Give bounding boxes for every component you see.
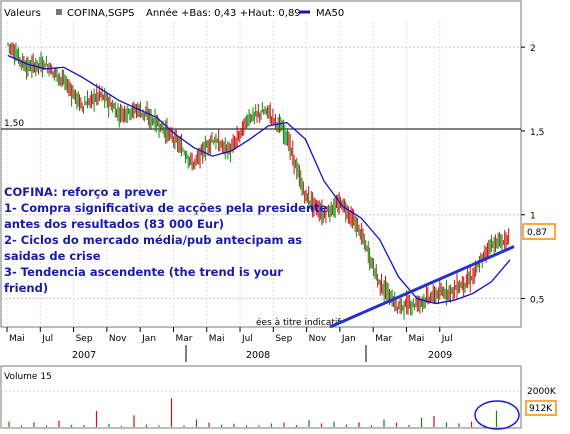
price-plot-frame: [0, 0, 522, 328]
month-tick-label: Mar: [175, 334, 192, 344]
year-axis: 2007 2008 2009: [72, 345, 452, 362]
last-price-box: [522, 223, 556, 240]
annotation-text: COFINA: reforço a prever 1- Compra signif…: [4, 185, 328, 295]
volume-plot-frame: [0, 365, 522, 429]
month-tick-label: Jan: [141, 334, 156, 344]
annotation-line: antes dos resultados (83 000 Eur): [4, 217, 224, 231]
month-tick-label: Sep: [275, 334, 292, 344]
reference-line-label: 1,50: [4, 119, 24, 129]
month-tick-label: Sep: [76, 334, 93, 344]
price-tick-label: 1: [530, 212, 536, 222]
volume-highlight-circle: [474, 400, 520, 430]
month-tick-label: Jan: [341, 334, 356, 344]
annotation-line: friend): [4, 281, 48, 295]
header-prefix: Valeurs: [4, 8, 41, 19]
delayed-data-note: ées à titre indicatif: [256, 317, 341, 328]
price-tick-label: 0,5: [530, 296, 544, 306]
annotation-line: saidas de crise: [4, 249, 101, 263]
trend-line: [329, 245, 515, 329]
month-tick-label: Mai: [209, 334, 225, 344]
year-label: 2009: [428, 350, 452, 361]
year-label: 2007: [72, 350, 96, 361]
year-label: 2008: [246, 350, 270, 361]
volume-label: Volume 15: [4, 372, 52, 382]
month-tick-label: Mai: [9, 334, 25, 344]
annotation-line: 1- Compra significativa de acções pela p…: [4, 201, 328, 215]
volume-tick-2000k: 2000K: [527, 387, 557, 397]
grid: [1, 22, 521, 327]
month-tick-label: Jul: [441, 334, 453, 344]
month-tick-label: Nov: [309, 334, 327, 344]
price-candles: [7, 42, 510, 320]
ma-legend-label: MA50: [316, 8, 344, 19]
price-tick-label: 1,5: [530, 128, 544, 138]
last-volume-label: 912K: [529, 404, 553, 414]
header-series-marker: [56, 9, 62, 15]
annotation-line: COFINA: reforço a prever: [4, 185, 167, 199]
annotation-line: 3- Tendencia ascendente (the trend is yo…: [4, 265, 283, 279]
ma50-line: [7, 54, 511, 305]
annotation-line: 2- Ciclos do mercado média/pub antecipam…: [4, 233, 302, 247]
last-volume-box: [525, 400, 557, 416]
month-tick-label: Nov: [109, 334, 127, 344]
header-name: COFINA,SGPS: [67, 8, 135, 19]
month-axis: Mai Jul Sep Nov Jan Mar Mai Jul Sep Nov Jan Mar Mai J…: [6, 327, 453, 344]
last-price-label: 0,87: [527, 228, 547, 238]
month-tick-label: Jul: [241, 334, 253, 344]
price-tick-label: 2: [530, 44, 536, 54]
price-axis: 2 1,5 1 0,5: [521, 44, 544, 306]
header-range: Année +Bas: 0,43 +Haut: 0,89: [146, 7, 301, 19]
month-tick-label: Mai: [408, 334, 424, 344]
month-tick-label: Mar: [375, 334, 392, 344]
month-tick-label: Jul: [41, 334, 53, 344]
volume-bars: [8, 398, 498, 427]
